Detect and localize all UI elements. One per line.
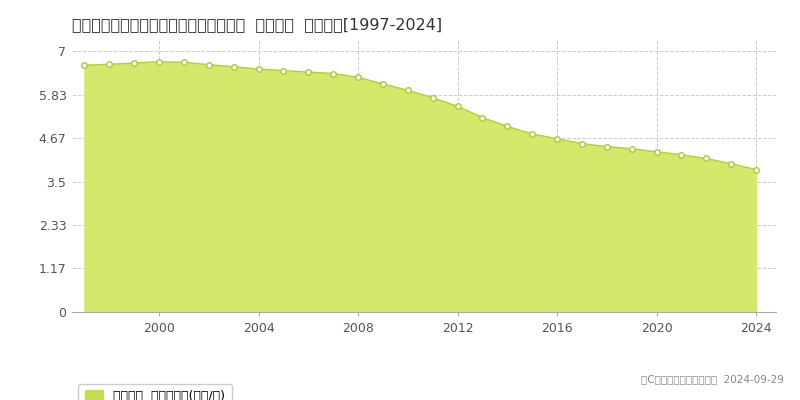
Text: 鳥取県鳥取市上味野字上り立７４番１外  基準地価  地価推移[1997-2024]: 鳥取県鳥取市上味野字上り立７４番１外 基準地価 地価推移[1997-2024] [72, 17, 442, 32]
Legend: 基準地価  平均坪単価(万円/坪): 基準地価 平均坪単価(万円/坪) [78, 384, 231, 400]
Text: （C）土地価格ドットコム  2024-09-29: （C）土地価格ドットコム 2024-09-29 [641, 374, 784, 384]
